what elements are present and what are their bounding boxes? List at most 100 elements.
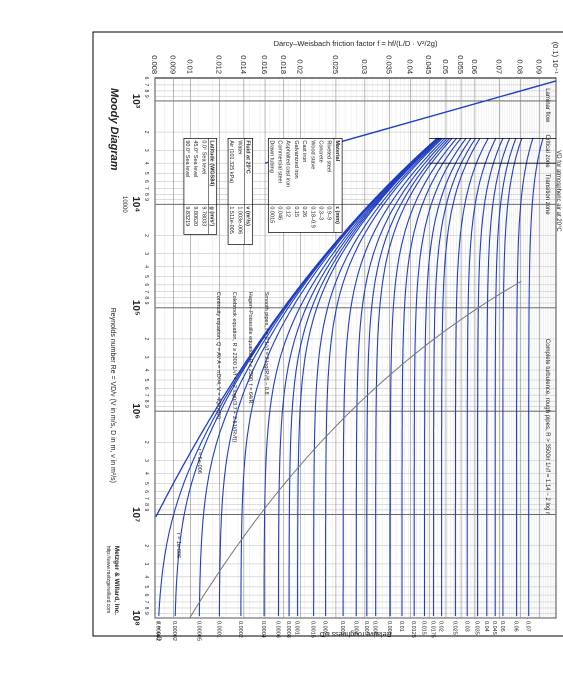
roughness-label: 0.0004 (260, 621, 266, 638)
tick-label-minor-x: 2 (143, 338, 149, 341)
roughness-curve (494, 138, 517, 617)
roughness-label: 0.0002 (237, 621, 243, 638)
equation-line: Colebrook equation, R ≥ 2300 1/√f = −2 l… (231, 292, 238, 443)
materials-table-cell: Commercial steel (277, 140, 283, 182)
tick-label-minor-x: 9 (143, 198, 149, 201)
tick-label-y: 0.016 (260, 55, 269, 74)
roughness-label: 0.035 (474, 621, 480, 635)
materials-table-header: Material (334, 140, 340, 161)
roughness-curve (263, 137, 439, 617)
tick-label-minor-x: 5 (143, 585, 149, 588)
chart-title: Moody Diagram (108, 88, 120, 171)
roughness-label: 0.005 (363, 621, 369, 635)
plot-area: Material ε (mm) Riveted steel 0.9–9 Concrete… (92, 31, 563, 641)
annotation-critical: Critical zone (544, 135, 550, 169)
tick-label-minor-x: 6 (143, 490, 149, 493)
tick-label-minor-x: 4 (143, 162, 149, 165)
tick-label-minor-x: 2 (143, 234, 149, 237)
tick-label-minor-x: 4 (143, 472, 149, 475)
tick-label-minor-x: 6 (143, 180, 149, 183)
roughness-curve (502, 138, 523, 617)
y-axis-label: Darcy–Weisbach friction factor f = hf/(L… (274, 39, 438, 48)
materials-table-cell: 0.0015 (268, 206, 274, 223)
tick-label-y: 0.025 (331, 55, 340, 74)
axis-labels: 6789234567892345678923456789234567892345… (105, 39, 561, 641)
tick-label-minor-x: 9 (143, 508, 149, 511)
tick-label-minor-x: 7 (143, 394, 149, 397)
roughness-label: 0.06 (513, 621, 519, 632)
tick-label-minor-x: 5 (143, 172, 149, 175)
fluid-table-cell: 1.003e-006 (236, 206, 242, 234)
tick-label-x: 10⁸ (130, 610, 141, 626)
latitude-table-cell: 9.78033 (200, 206, 206, 226)
tick-label-y: 0.012 (214, 55, 223, 74)
roughness-label: 0.00002 (171, 621, 177, 641)
materials-table-frame (267, 137, 343, 233)
latitude-table-header: g (m/s²) (209, 206, 216, 226)
roughness-label: 0.001 (294, 621, 300, 635)
tick-label-y: 0.05 (441, 59, 450, 74)
tick-label-minor-x: 2 (143, 544, 149, 547)
roughness-label: 0.01 (398, 621, 404, 632)
tick-label-y: 0.09 (534, 59, 543, 74)
materials-table-cell: 0.15 (293, 206, 299, 217)
tick-label-minor-x: 8 (143, 400, 149, 403)
x-axis-label: Reynolds number Re = VD/ν (V in m/s, D i… (109, 308, 116, 483)
tick-label-y: 0.07 (494, 59, 503, 74)
roughness-curve (441, 138, 481, 617)
publisher-url: http://www.metzgerwillard.com (105, 546, 111, 614)
tick-label-minor-x: 8 (143, 193, 149, 196)
tick-label-y: 0.06 (470, 59, 479, 74)
tick-label-minor-x: 7 (143, 187, 149, 190)
materials-table-cell: 0.9–9 (326, 206, 332, 220)
fluid-table-header: ν (m²/s) (245, 206, 252, 226)
plot-frame (92, 31, 563, 637)
roughness-curve (389, 137, 458, 617)
tick-label-y: 0.08 (516, 59, 525, 74)
materials-table-cell: Riveted steel (326, 140, 332, 172)
roughness-curve (288, 137, 440, 617)
annotation-transition: Transition zone (544, 174, 550, 215)
roughness-curve (313, 137, 442, 617)
roughness-label: 0.004 (352, 621, 358, 635)
roughness-curve (240, 137, 438, 617)
annotation-r-rel: r = ε/D (155, 622, 162, 641)
roughness-curve (516, 138, 534, 617)
materials-table-cell: Concrete (318, 140, 324, 162)
latitude-table-cell: 45.0° Sea level (192, 140, 198, 177)
fluid-table-cell: Water (236, 140, 242, 155)
roughness-curve (413, 137, 467, 617)
roughness-curve (297, 137, 441, 617)
materials-table-cell: Wood stave (309, 140, 315, 169)
roughness-label: 0.02 (438, 621, 444, 632)
tick-label-y: 0.03 (360, 59, 369, 74)
boundary-curve (189, 280, 522, 618)
tick-label-minor-x: 2 (143, 131, 149, 134)
tick-label-minor-x: 3 (143, 459, 149, 462)
tick-label-minor-x: 7 (143, 290, 149, 293)
roughness-label: 0.0175 (430, 621, 436, 638)
materials-table-cell: Drawn tubing (268, 140, 274, 172)
roughness-curve (325, 137, 443, 617)
materials-table-cell: Asphalted cast iron (285, 140, 291, 187)
tick-label-minor-x: 9 (143, 612, 149, 615)
materials-table-cell: 0.046 (277, 206, 283, 220)
tick-label-minor-x: 5 (143, 482, 149, 485)
tick-label-y: 0.055 (456, 55, 465, 74)
materials-table-cell: 0.26 (301, 206, 307, 217)
roughness-label: 0.04 (483, 621, 489, 632)
tick-label-x: 10⁷ (130, 507, 141, 522)
tick-label-minor-x: 7 (143, 84, 149, 87)
roughness-label: 0.0015 (310, 621, 316, 638)
friction-curves (155, 137, 544, 617)
roughness-curve (432, 138, 476, 617)
equation-line: Smooth pipes, r = 0 1/√f = 2 log(R√f) − … (263, 292, 270, 395)
complete-turbulence-boundary (189, 137, 556, 618)
annotation-10000: 10000 (121, 196, 127, 213)
equation-line: Continuity equation, Q = AV A = πD²/4, V… (215, 292, 221, 420)
roughness-curve (528, 138, 544, 617)
tick-label-minor-x: 9 (143, 302, 149, 305)
tick-label-minor-x: 8 (143, 296, 149, 299)
tick-label-minor-x: 4 (143, 369, 149, 372)
roughness-label: 0.025 (451, 621, 457, 635)
